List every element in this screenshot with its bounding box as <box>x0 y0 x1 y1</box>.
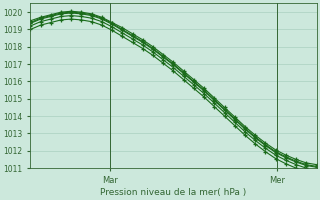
X-axis label: Pression niveau de la mer( hPa ): Pression niveau de la mer( hPa ) <box>100 188 247 197</box>
